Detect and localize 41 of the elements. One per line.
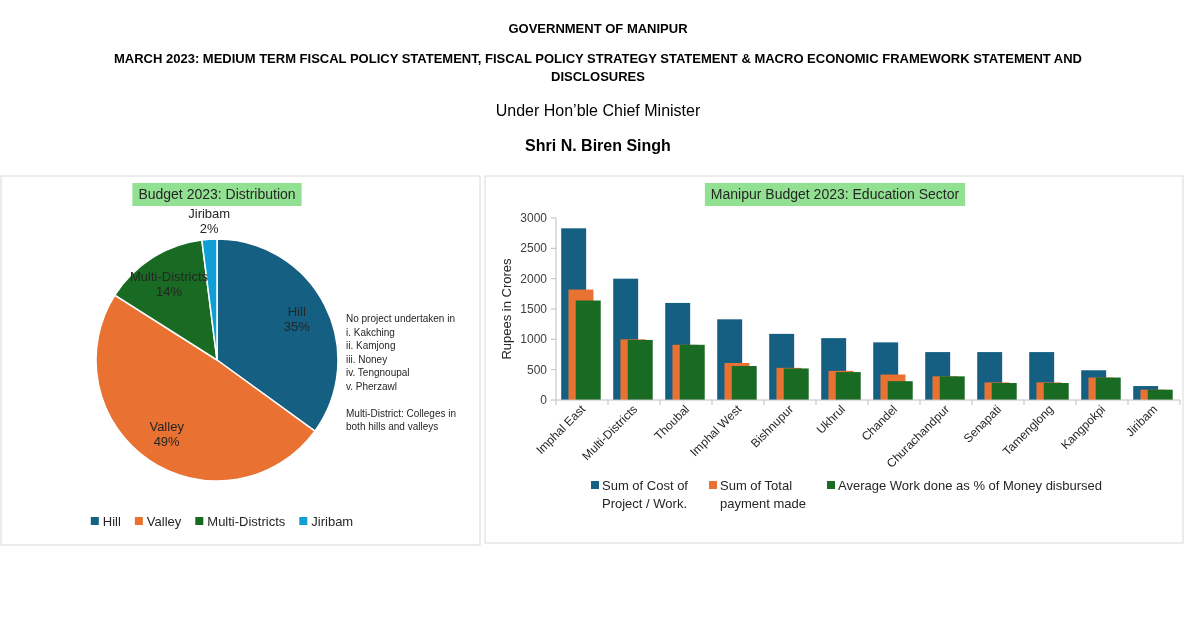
legend-label: Sum of Cost of Project / Work. (602, 478, 689, 511)
legend-label: Multi-Districts (207, 514, 286, 529)
slice-label: Jiribam (188, 206, 231, 222)
y-tick-label: 3000 (520, 211, 548, 225)
bar (1043, 383, 1069, 400)
bar (835, 372, 861, 400)
y-tick-label: 2000 (520, 271, 548, 286)
bar (627, 339, 653, 400)
bar (783, 368, 809, 400)
text: GOVERNMENT OF MANIPUR (508, 21, 689, 36)
legend-label: Average Work done as % of Money disbursed (838, 478, 1102, 493)
data-label: 35% (283, 319, 311, 335)
bar (575, 300, 601, 400)
chart-title: Manipur Budget 2023: Education Sector (710, 186, 960, 202)
text: No project undertaken in i. Kakching ii. Kamjong iii. Noney iv. Tengnoupal v. Pherzawl (346, 313, 455, 392)
slice-label: Hill (287, 304, 306, 320)
bar (887, 381, 913, 400)
bar (991, 383, 1017, 400)
data-label: 14% (156, 284, 183, 300)
y-tick-label: 1000 (520, 332, 548, 347)
text: Multi-District: Colleges in both hills and valleys (346, 407, 457, 432)
bar (731, 366, 757, 400)
text: Under Hon’ble Chief Minister (495, 102, 701, 119)
legend-label: Hill (102, 514, 121, 529)
text: MARCH 2023: MEDIUM TERM FISCAL POLICY STATEMENT, FISCAL POLICY STRATEGY STATEMENT & MACRO ECONOMIC FRAMEWORK STATEMENT AND DISCLOSURES (113, 51, 1083, 84)
bar (679, 344, 705, 400)
bar (939, 376, 965, 400)
y-tick-label: 1500 (520, 302, 548, 316)
y-tick-label: 0 (540, 393, 548, 407)
y-tick-label: 500 (526, 362, 548, 377)
legend-label: Sum of Total payment made (720, 478, 806, 511)
text: Shri N. Biren Singh (525, 137, 671, 154)
data-label: 49% (153, 434, 181, 450)
data-label: 2% (199, 221, 220, 237)
legend-label: Jiribam (311, 514, 354, 529)
slice-label: Valley (149, 419, 185, 435)
legend-label: Valley (146, 514, 182, 529)
bar (1095, 377, 1121, 400)
chart-title: Budget 2023: Distribution (138, 186, 296, 202)
y-tick-label: 2500 (520, 241, 548, 256)
y-axis-title: Rupees in Crores (499, 257, 514, 360)
